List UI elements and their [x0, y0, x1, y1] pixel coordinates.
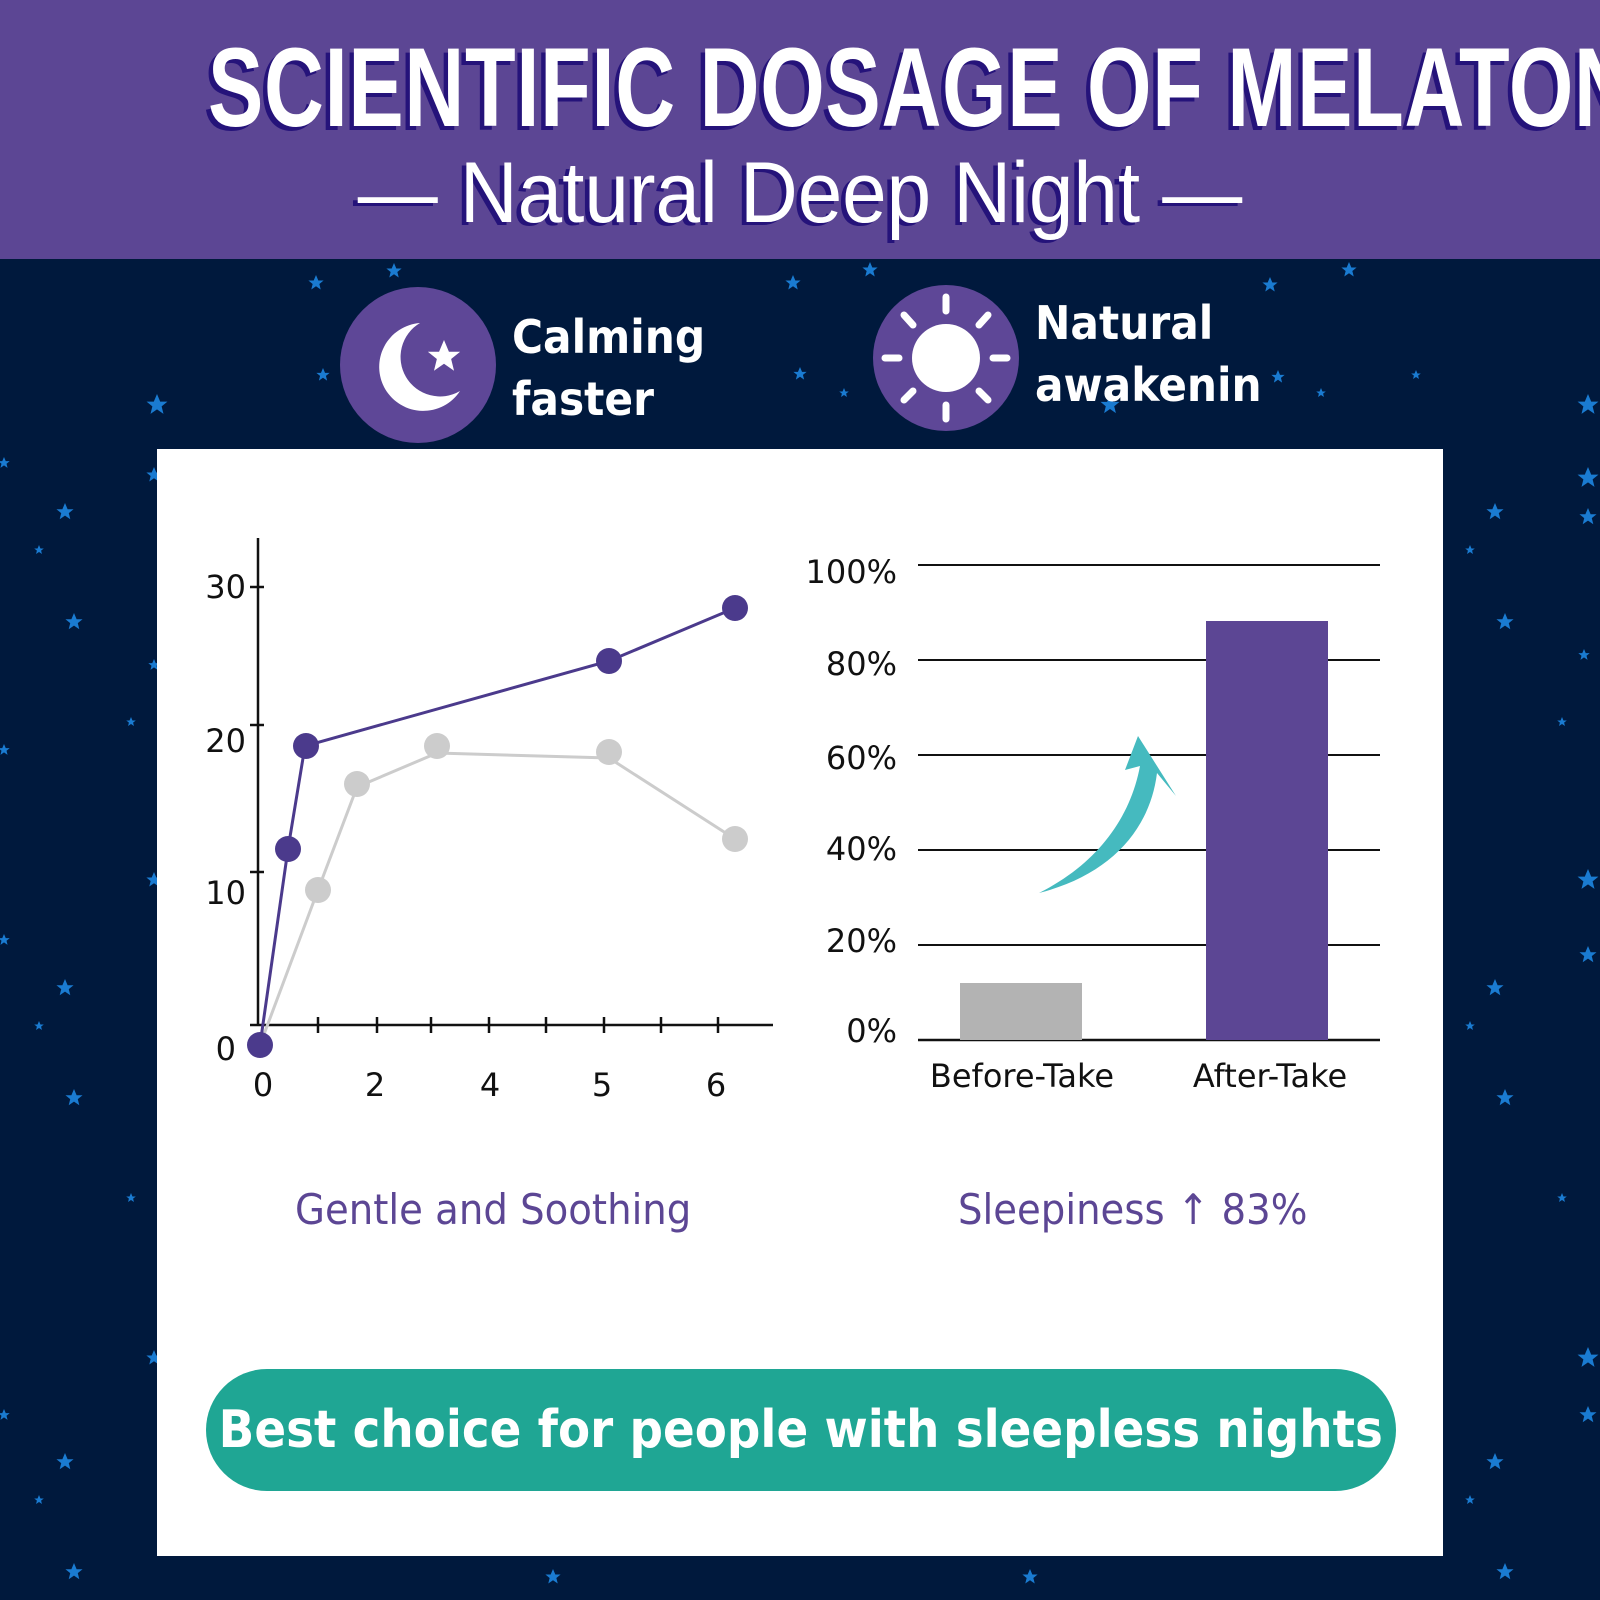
y-tick-80: 80%: [826, 645, 897, 683]
series-purple-points: [247, 595, 748, 1058]
y-tick-60: 60%: [826, 739, 897, 777]
bar-after-take: [1206, 621, 1328, 1040]
feature-label: Calming faster: [512, 310, 706, 426]
bar-chart: 100% 80% 60% 40% 20% 0% Before-Take Afte…: [806, 553, 1380, 1095]
feature-calming-faster: Calming faster: [340, 287, 722, 443]
moon-star-icon: [379, 323, 461, 411]
caption-gentle-soothing: Gentle and Soothing: [295, 1185, 692, 1234]
series-gray-line: [258, 751, 736, 1046]
x-tick-5: 5: [592, 1066, 612, 1104]
x-tick-0: 0: [253, 1066, 273, 1104]
y-tick-40: 40%: [826, 830, 897, 868]
y-tick-20: 20: [205, 722, 246, 760]
y-tick-100: 100%: [806, 553, 897, 591]
y-tick-30: 30: [205, 568, 246, 606]
curved-up-arrow-icon: [1039, 736, 1176, 893]
cta-label: Best choice for people with sleepless ni…: [218, 1400, 1384, 1460]
series-gray-points: [305, 733, 748, 903]
charts-canvas: 30 20 10 0 0 2 4 5 6: [205, 538, 1380, 1104]
header-banner: SCIENTIFIC DOSAGE OF MELATONIN — Natural…: [0, 0, 1600, 259]
x-tick-6: 6: [706, 1066, 726, 1104]
y-tick-0: 0: [216, 1030, 236, 1068]
x-tick-2: 2: [365, 1066, 385, 1104]
y-tick-20: 20%: [826, 922, 897, 960]
caption-sleepiness: Sleepiness ↑ 83%: [958, 1185, 1308, 1234]
bar-before-take: [960, 983, 1082, 1040]
x-tick-4: 4: [480, 1066, 500, 1104]
sun-icon: [881, 293, 1011, 423]
page-title: SCIENTIFIC DOSAGE OF MELATONIN: [208, 25, 1600, 150]
x-label-before-take: Before-Take: [930, 1057, 1114, 1095]
line-chart: 30 20 10 0 0 2 4 5 6: [205, 538, 773, 1104]
chart-panel: 30 20 10 0 0 2 4 5 6: [157, 449, 1443, 1556]
series-purple-line: [258, 606, 736, 1046]
y-tick-0: 0%: [846, 1012, 897, 1050]
x-label-after-take: After-Take: [1193, 1057, 1347, 1095]
moon-star-badge: [340, 287, 496, 443]
y-tick-10: 10: [205, 874, 246, 912]
sun-badge: [873, 285, 1019, 431]
feature-label: Natural awakenin: [1035, 296, 1262, 412]
feature-natural-awakening: Natural awakenin: [873, 285, 1281, 431]
cta-banner: Best choice for people with sleepless ni…: [206, 1369, 1396, 1491]
page-subtitle: — Natural Deep Night —: [357, 145, 1243, 241]
